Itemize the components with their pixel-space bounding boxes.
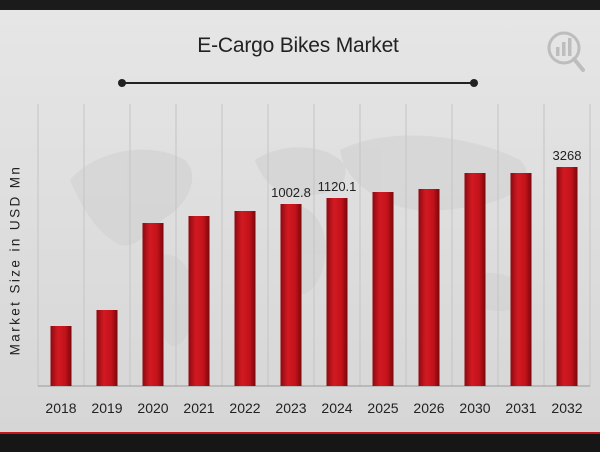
bar-2019 — [96, 310, 118, 386]
x-tick-label: 2030 — [459, 400, 490, 416]
bar-2021 — [188, 216, 210, 386]
x-tick-label: 2024 — [321, 400, 352, 416]
bar-2031 — [510, 173, 532, 386]
x-tick-label: 2020 — [137, 400, 168, 416]
chart-title: E-Cargo Bikes Market — [197, 34, 399, 57]
bar-2018 — [50, 326, 72, 386]
bar-2023 — [280, 204, 302, 386]
bars — [50, 167, 578, 386]
x-tick-label: 2021 — [183, 400, 214, 416]
data-labels: 1002.8 1120.1 3268 — [271, 148, 581, 200]
x-tick-label: 2026 — [413, 400, 444, 416]
x-tick-label: 2032 — [551, 400, 582, 416]
bar-2024 — [326, 198, 348, 386]
title-rule-left-dot — [118, 79, 126, 87]
data-label: 1002.8 — [271, 185, 311, 200]
bar-2022 — [234, 211, 256, 386]
x-tick-label: 2025 — [367, 400, 398, 416]
title-block: E-Cargo Bikes Market — [118, 34, 478, 90]
bar-2032 — [556, 167, 578, 386]
bar-2025 — [372, 192, 394, 386]
title-rule-right-dot — [470, 79, 478, 87]
title-rule — [122, 82, 474, 84]
bar-2026 — [418, 189, 440, 386]
grid-lines — [37, 104, 591, 387]
footer-bar — [0, 434, 600, 452]
data-label: 1120.1 — [318, 179, 357, 194]
x-tick-label: 2018 — [45, 400, 76, 416]
data-label: 3268 — [553, 148, 582, 163]
brand-logo-icon — [547, 31, 585, 72]
bar-2030 — [464, 173, 486, 386]
x-tick-label: 2019 — [91, 400, 122, 416]
x-tick-label: 2031 — [505, 400, 536, 416]
x-tick-labels: 2018 2019 2020 2021 2022 2023 2024 2025 2026 2030… — [45, 400, 582, 416]
x-tick-label: 2022 — [229, 400, 260, 416]
bar-2020 — [142, 223, 164, 386]
x-tick-label: 2023 — [275, 400, 306, 416]
